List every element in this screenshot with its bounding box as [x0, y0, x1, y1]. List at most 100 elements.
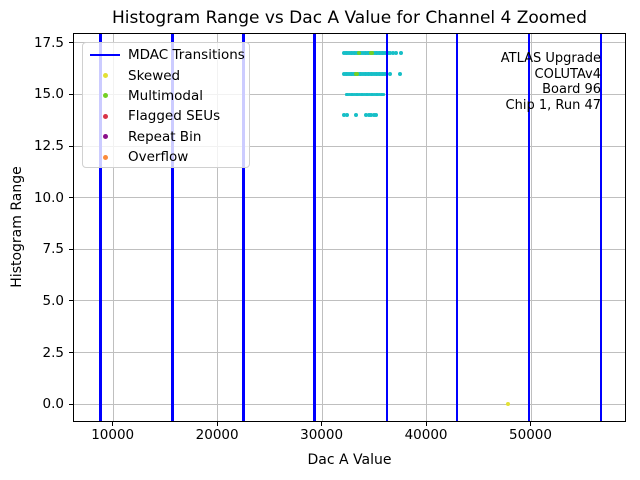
legend-item-flagged-seus: Flagged SEUs	[89, 106, 249, 126]
y-gridline	[74, 352, 625, 354]
y-tick-label: 5.0	[42, 292, 64, 309]
scatter-point-multimodal	[369, 50, 374, 56]
annotation-text: ATLAS Upgrade COLUTAv4 Board 96 Chip 1, …	[501, 51, 601, 113]
scatter-point	[394, 51, 399, 56]
plot-area: MDAC Transitions Skewed Multimodal Flagged …	[73, 33, 626, 422]
skewed-marker	[102, 73, 108, 79]
mdac-transition-line	[600, 34, 603, 421]
flagged-seus-marker	[102, 113, 108, 119]
mdac-transition-line	[171, 34, 174, 421]
y-tick-mark	[69, 248, 74, 250]
y-gridline	[74, 42, 625, 44]
mdac-transitions-marker-cell	[89, 53, 121, 57]
y-tick-label: 10.0	[33, 189, 64, 206]
overflow-marker	[102, 154, 108, 160]
y-tick-mark	[69, 93, 74, 95]
scatter-point	[366, 113, 371, 118]
overflow-marker-cell	[89, 154, 121, 160]
y-tick-mark	[69, 403, 74, 405]
x-tick-mark	[216, 421, 218, 426]
y-tick-label: 12.5	[33, 138, 64, 155]
mdac-transition-line	[313, 34, 316, 421]
annotation-line-4: Chip 1, Run 47	[505, 97, 601, 113]
scatter-point	[364, 113, 369, 118]
y-tick-mark	[69, 145, 74, 147]
y-tick-label: 2.5	[42, 344, 64, 361]
scatter-point	[373, 113, 378, 118]
legend-item-multimodal: Multimodal	[89, 86, 249, 106]
annotation-line-2: COLUTAv4	[534, 66, 601, 82]
scatter-point	[342, 113, 347, 118]
x-tick-mark	[530, 421, 532, 426]
y-tick-mark	[69, 300, 74, 302]
y-tick-mark	[69, 197, 74, 199]
mdac-transition-line	[455, 34, 459, 421]
legend-item-overflow: Overflow	[89, 147, 249, 167]
legend: MDAC Transitions Skewed Multimodal Flagged …	[82, 42, 250, 168]
mdac-transition-line	[528, 34, 531, 421]
y-axis-label: Histogram Range	[9, 166, 25, 288]
skewed-marker-cell	[89, 73, 121, 79]
y-tick-mark	[69, 352, 74, 354]
legend-label-mdac-transitions: MDAC Transitions	[128, 47, 245, 64]
legend-label-skewed: Skewed	[128, 67, 181, 84]
y-gridline	[74, 145, 625, 147]
annotation-line-1: ATLAS Upgrade	[500, 51, 601, 66]
y-gridline	[74, 248, 625, 250]
y-tick-label: 15.0	[33, 86, 64, 103]
scatter-point	[388, 71, 393, 76]
y-tick-mark	[69, 42, 74, 44]
scatter-point	[387, 51, 392, 56]
flagged-seus-marker-cell	[89, 113, 121, 119]
scatter-point	[382, 93, 386, 96]
scatter-point-multimodal	[354, 71, 359, 77]
multimodal-marker-cell	[89, 93, 121, 99]
multimodal-marker	[102, 93, 108, 99]
x-tick-label: 40000	[404, 427, 448, 443]
legend-label-overflow: Overflow	[128, 149, 189, 166]
scatter-point	[382, 71, 387, 76]
scatter-point	[398, 51, 403, 56]
x-axis-label: Dac A Value	[307, 452, 392, 468]
x-gridline	[217, 34, 219, 421]
mdac-transition-line	[99, 34, 102, 421]
legend-item-mdac-transitions: MDAC Transitions	[89, 45, 249, 65]
scatter-point	[345, 113, 350, 118]
mdac-transition-line	[242, 34, 245, 421]
x-tick-mark	[112, 421, 114, 426]
scatter-point	[354, 113, 359, 118]
legend-label-flagged-seus: Flagged SEUs	[128, 108, 221, 125]
legend-label-multimodal: Multimodal	[128, 87, 204, 104]
x-tick-mark	[425, 421, 427, 426]
y-gridline	[74, 197, 625, 199]
scatter-point-multimodal	[356, 50, 362, 56]
legend-item-skewed: Skewed	[89, 65, 249, 85]
repeat-bin-marker	[102, 134, 108, 140]
x-gridline	[112, 34, 114, 421]
x-tick-mark	[321, 421, 323, 426]
annotation-line-3: Board 96	[542, 82, 601, 97]
legend-item-repeat-bin: Repeat Bin	[89, 127, 249, 147]
y-gridline	[74, 403, 625, 405]
y-tick-label: 7.5	[42, 241, 64, 258]
scatter-point	[390, 51, 395, 56]
y-gridline	[74, 300, 625, 302]
repeat-bin-marker-cell	[89, 134, 121, 140]
mdac-transition-line	[385, 34, 388, 421]
x-gridline	[530, 34, 532, 421]
x-tick-label: 10000	[91, 427, 135, 443]
x-tick-label: 50000	[509, 427, 552, 443]
scatter-point-skewed	[505, 401, 511, 407]
legend-label-repeat-bin: Repeat Bin	[128, 128, 202, 145]
scatter-point	[369, 113, 374, 118]
mdac-transitions-line-swatch	[90, 53, 120, 57]
x-gridline	[426, 34, 428, 421]
x-tick-label: 20000	[195, 427, 239, 443]
x-tick-label: 30000	[300, 427, 344, 443]
y-tick-label: 17.5	[33, 34, 64, 51]
x-gridline	[321, 34, 323, 421]
y-tick-label: 0.0	[42, 396, 64, 413]
scatter-point	[398, 71, 403, 76]
chart-title: Histogram Range vs Dac A Value for Chann…	[111, 8, 588, 28]
